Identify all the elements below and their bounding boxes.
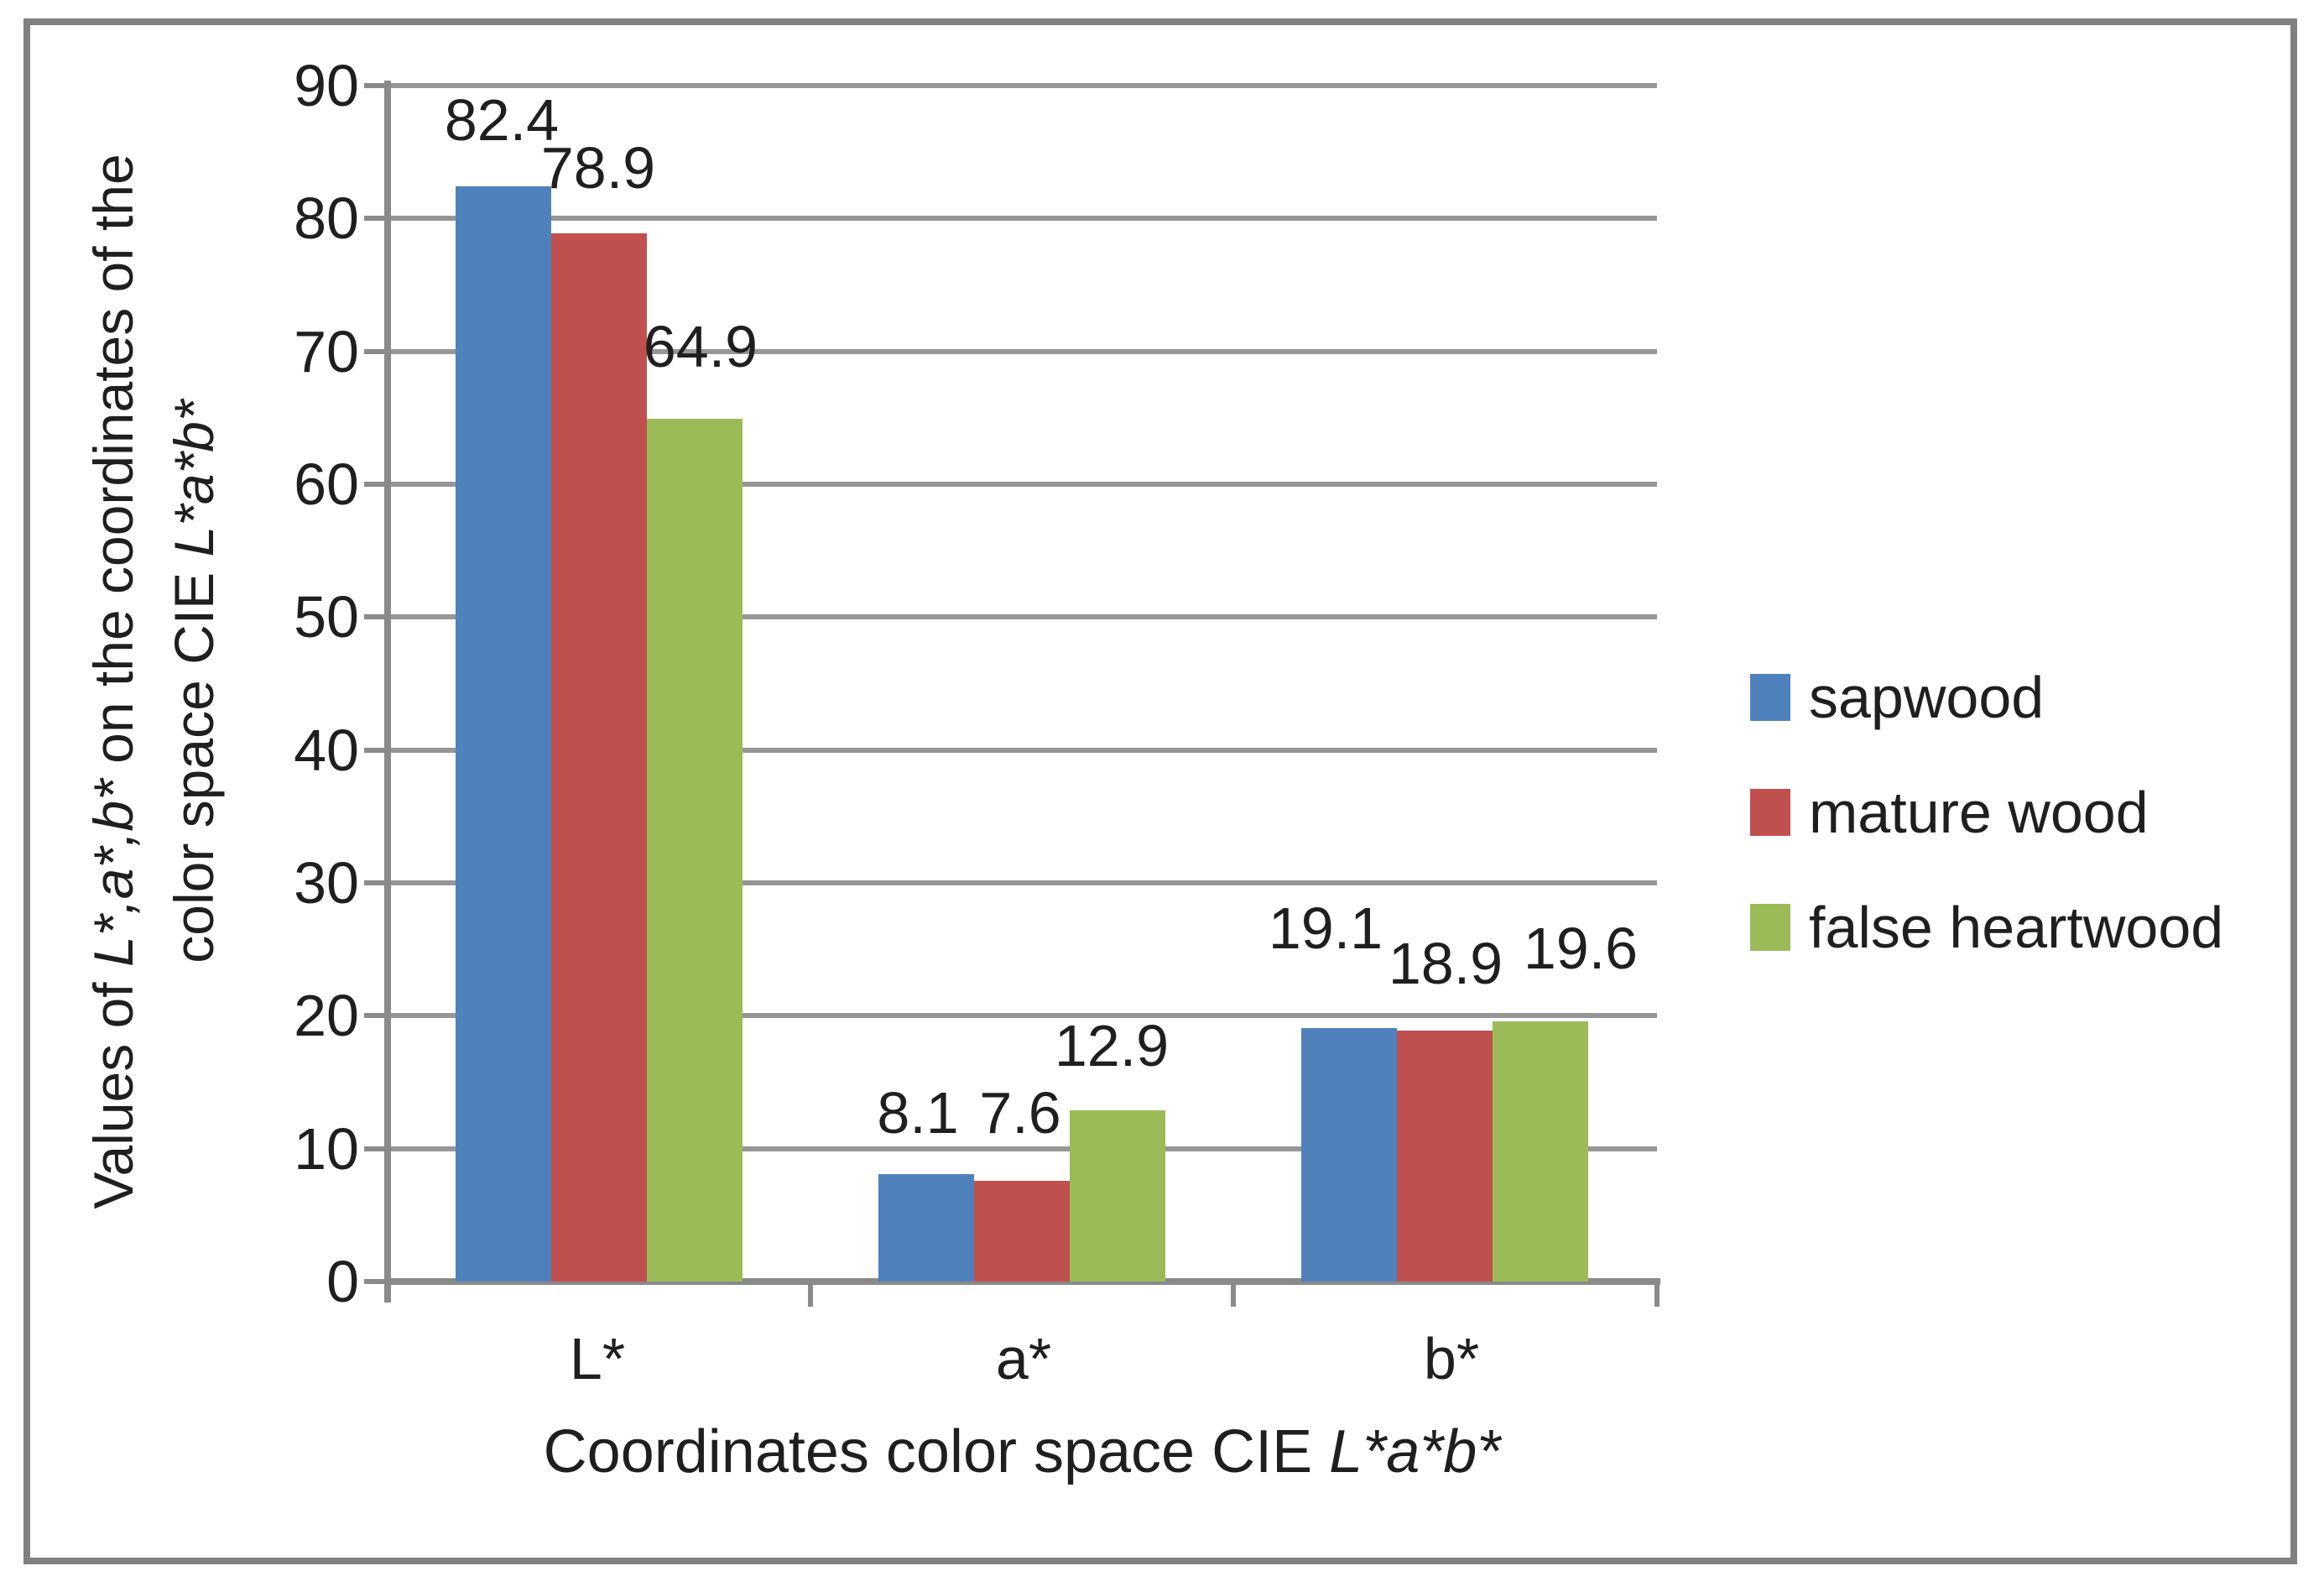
x-axis-title: Coordinates color space CIE L*a*b* [351,1412,1693,1492]
y-axis-tick [364,482,388,487]
y-tick-label: 50 [294,584,359,650]
gridline [388,614,1657,620]
y-axis-tick [364,1146,388,1151]
y-axis-line [384,81,391,1302]
y-axis-tick [364,747,388,753]
legend-swatch-icon [1750,674,1790,721]
y-axis-tick [364,1013,388,1019]
legend-swatch-icon [1750,904,1790,951]
y-axis-tick [364,216,388,222]
data-label: 64.9 [643,314,758,379]
bar-false-heartwood-a [1070,1110,1165,1282]
bar-mature-wood-a [974,1181,1070,1282]
gridline [388,880,1657,885]
legend-label: sapwood [1809,665,2045,730]
y-tick-label: 40 [294,717,359,783]
y-axis-tick [364,348,388,354]
y-tick-label: 70 [294,318,359,384]
legend-label: false heartwood [1809,895,2224,960]
data-label: 82.4 [444,87,560,153]
y-axis-tick [364,1279,388,1284]
y-axis-tick [364,614,388,620]
y-axis-title-line-1: Values of L*,a*,b* on the coordinates of… [73,154,154,1209]
y-axis-tick [364,83,388,88]
bar-sapwood-L [456,186,551,1282]
bar-sapwood-a [878,1174,974,1282]
gridline [388,482,1657,487]
legend-swatch-icon [1750,789,1790,836]
bar-mature-wood-L [551,233,647,1282]
y-axis-title-line-2: color space CIE L*a*b* [154,154,234,1209]
y-axis-title-text-part: color space CIE [163,556,225,963]
data-label: 12.9 [1054,1013,1170,1078]
y-axis-title-text-part: Values of [82,967,144,1209]
y-axis-title-italic-part: L*,a*,b* [82,779,144,968]
bar-mature-wood-b [1397,1031,1493,1282]
y-tick-label: 20 [294,983,359,1049]
chart-border-frame [23,18,2297,1564]
x-axis-tick [1654,1285,1660,1307]
data-label: 78.9 [540,135,656,201]
data-label: 18.9 [1388,931,1503,996]
gridline [388,747,1657,753]
x-axis-line [384,1278,1660,1285]
y-tick-label: 30 [294,850,359,916]
bar-false-heartwood-L [647,419,743,1282]
gridline [388,1013,1657,1019]
gridline [388,83,1657,88]
y-tick-label: 0 [326,1249,359,1314]
y-tick-label: 60 [294,452,359,517]
x-category-label-L: L* [569,1326,626,1391]
y-axis-title-italic-part: L*a*b* [163,399,225,557]
data-label: 8.1 [877,1080,959,1146]
y-axis-tick [364,880,388,885]
legend-label: mature wood [1809,780,2149,845]
y-tick-label: 10 [294,1115,359,1182]
x-axis-tick [1231,1285,1236,1307]
gridline [388,1146,1657,1151]
gridline [388,348,1657,354]
bar-sapwood-b [1301,1028,1397,1282]
y-axis-title-text-part: on the coordinates of the [82,154,144,780]
x-axis-title-italic-part: L*a*b* [1329,1418,1501,1485]
y-tick-label: 90 [294,53,359,118]
data-label: 19.6 [1523,916,1639,981]
y-axis-title: Values of L*,a*,b* on the coordinates of… [73,154,234,1209]
x-category-label-b: b* [1423,1326,1480,1391]
x-axis-tick [808,1285,813,1307]
y-tick-label: 80 [294,185,359,252]
x-category-label-a: a* [995,1326,1052,1391]
data-label: 7.6 [979,1080,1061,1146]
data-label: 19.1 [1268,895,1383,961]
x-axis-title-text-part: Coordinates color space CIE [543,1418,1330,1485]
gridline [388,216,1657,222]
bar-false-heartwood-b [1493,1021,1588,1282]
